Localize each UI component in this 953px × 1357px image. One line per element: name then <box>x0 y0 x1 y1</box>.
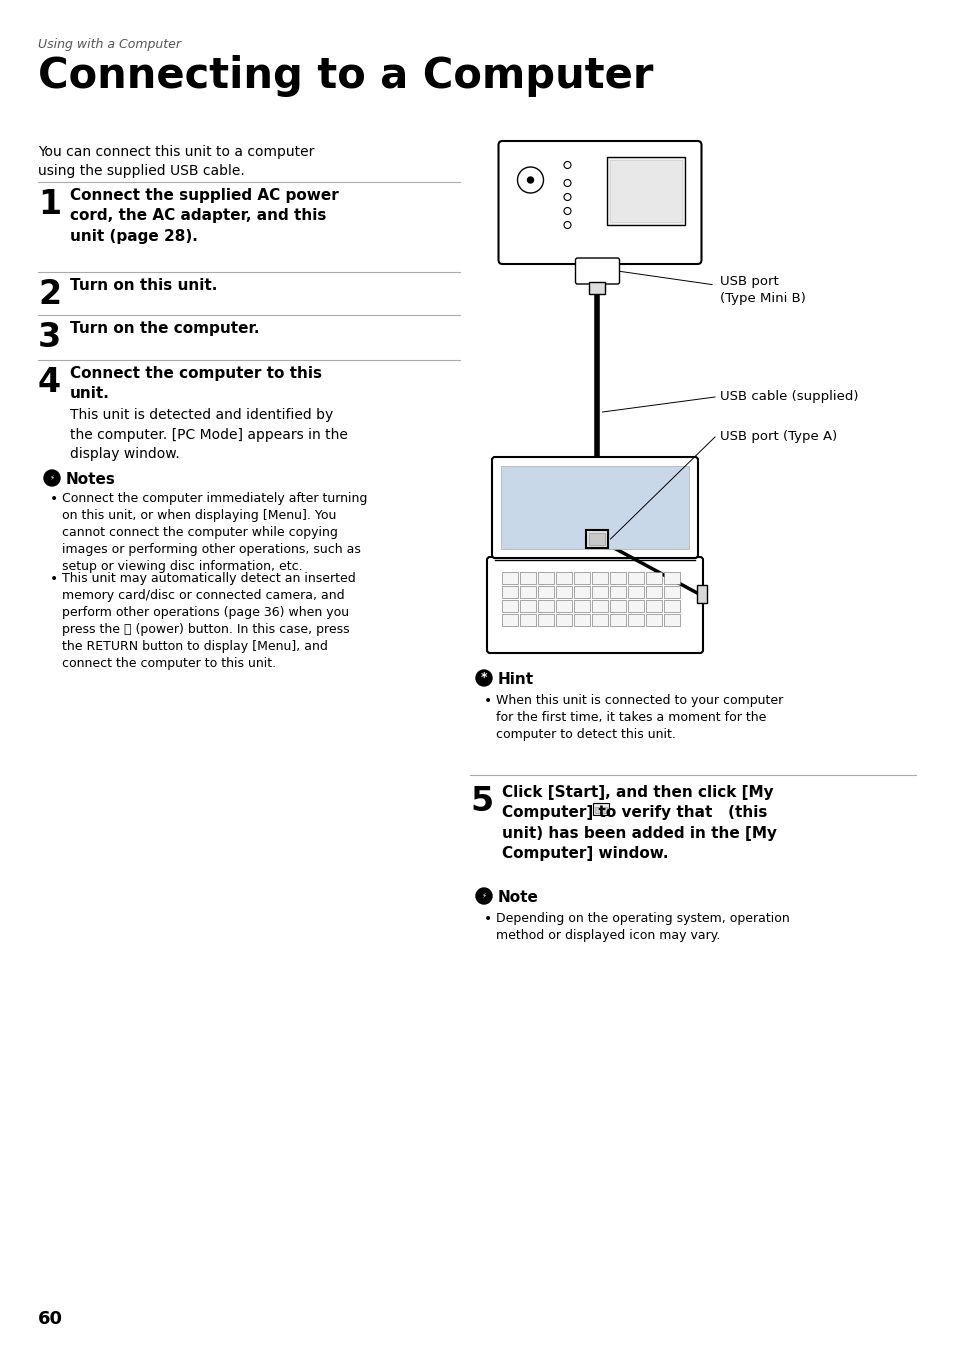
Bar <box>556 586 572 598</box>
FancyBboxPatch shape <box>486 556 702 653</box>
Bar <box>586 531 608 548</box>
Text: 5: 5 <box>470 784 493 818</box>
Text: Notes: Notes <box>66 472 115 487</box>
Text: ⚡: ⚡ <box>50 475 54 480</box>
Bar <box>663 600 679 612</box>
Text: Using with a Computer: Using with a Computer <box>38 38 181 52</box>
Circle shape <box>563 208 571 214</box>
Text: You can connect this unit to a computer
using the supplied USB cable.: You can connect this unit to a computer … <box>38 145 314 179</box>
Bar <box>645 600 661 612</box>
Text: Depending on the operating system, operation
method or displayed icon may vary.: Depending on the operating system, opera… <box>496 912 789 942</box>
Bar <box>500 465 688 550</box>
Bar <box>609 573 625 584</box>
Circle shape <box>563 161 571 168</box>
Bar <box>501 600 517 612</box>
Bar <box>645 586 661 598</box>
Text: Note: Note <box>497 890 538 905</box>
Bar <box>574 586 589 598</box>
Circle shape <box>517 167 543 193</box>
Bar <box>645 573 661 584</box>
Text: 1: 1 <box>38 189 61 221</box>
Bar <box>519 573 536 584</box>
Text: USB port (Type A): USB port (Type A) <box>720 430 837 442</box>
Text: Click [Start], and then click [My
Computer] to verify that   (this
unit) has bee: Click [Start], and then click [My Comput… <box>501 784 776 862</box>
Text: When this unit is connected to your computer
for the first time, it takes a mome: When this unit is connected to your comp… <box>496 693 782 741</box>
Bar <box>663 573 679 584</box>
Bar <box>609 586 625 598</box>
Bar <box>592 600 607 612</box>
Text: •: • <box>50 493 58 506</box>
Bar <box>609 613 625 626</box>
Circle shape <box>563 179 571 186</box>
Bar <box>627 586 643 598</box>
Bar <box>627 573 643 584</box>
Bar <box>610 160 681 223</box>
Text: 2: 2 <box>38 278 61 311</box>
Circle shape <box>527 176 533 183</box>
Bar <box>501 613 517 626</box>
Circle shape <box>476 887 492 904</box>
Bar <box>556 573 572 584</box>
Text: ⚡: ⚡ <box>481 893 486 898</box>
Bar <box>663 586 679 598</box>
Bar <box>627 600 643 612</box>
Bar <box>574 600 589 612</box>
Bar <box>537 600 554 612</box>
Text: Connect the supplied AC power
cord, the AC adapter, and this
unit (page 28).: Connect the supplied AC power cord, the … <box>70 189 338 244</box>
Text: USB cable (supplied): USB cable (supplied) <box>720 389 858 403</box>
FancyBboxPatch shape <box>575 258 618 284</box>
Bar <box>519 613 536 626</box>
Bar <box>589 282 605 294</box>
Text: Connect the computer to this
unit.: Connect the computer to this unit. <box>70 366 322 402</box>
Circle shape <box>44 470 60 486</box>
Text: 60: 60 <box>38 1310 63 1329</box>
Text: 4: 4 <box>38 366 61 399</box>
Text: *: * <box>480 672 487 684</box>
Text: 3: 3 <box>38 322 61 354</box>
Text: This unit is detected and identified by
the computer. [PC Mode] appears in the
d: This unit is detected and identified by … <box>70 408 348 461</box>
Bar <box>519 600 536 612</box>
Bar <box>609 600 625 612</box>
Bar <box>595 807 606 813</box>
Bar <box>556 600 572 612</box>
Text: •: • <box>50 573 58 586</box>
Bar <box>645 613 661 626</box>
FancyBboxPatch shape <box>498 141 700 265</box>
Bar <box>519 586 536 598</box>
Text: Connecting to a Computer: Connecting to a Computer <box>38 56 653 96</box>
Bar <box>589 533 605 546</box>
Circle shape <box>563 221 571 228</box>
Bar <box>574 613 589 626</box>
FancyBboxPatch shape <box>492 457 698 558</box>
Text: This unit may automatically detect an inserted
memory card/disc or connected cam: This unit may automatically detect an in… <box>62 573 355 670</box>
Bar <box>697 585 706 603</box>
Bar <box>537 613 554 626</box>
Text: Turn on this unit.: Turn on this unit. <box>70 278 217 293</box>
Bar <box>501 586 517 598</box>
Bar <box>663 613 679 626</box>
Text: •: • <box>483 693 492 708</box>
Bar <box>501 573 517 584</box>
Bar <box>537 586 554 598</box>
Text: Hint: Hint <box>497 672 534 687</box>
Text: USB port
(Type Mini B): USB port (Type Mini B) <box>720 275 805 305</box>
Text: Connect the computer immediately after turning
on this unit, or when displaying : Connect the computer immediately after t… <box>62 493 367 573</box>
Bar <box>556 613 572 626</box>
Bar <box>592 573 607 584</box>
Bar <box>592 586 607 598</box>
Bar <box>593 803 608 816</box>
Bar <box>627 613 643 626</box>
Bar <box>607 157 685 225</box>
Circle shape <box>476 670 492 687</box>
Bar <box>574 573 589 584</box>
Bar <box>537 573 554 584</box>
Bar <box>592 613 607 626</box>
Text: •: • <box>483 912 492 925</box>
Text: Turn on the computer.: Turn on the computer. <box>70 322 259 337</box>
Circle shape <box>563 194 571 201</box>
